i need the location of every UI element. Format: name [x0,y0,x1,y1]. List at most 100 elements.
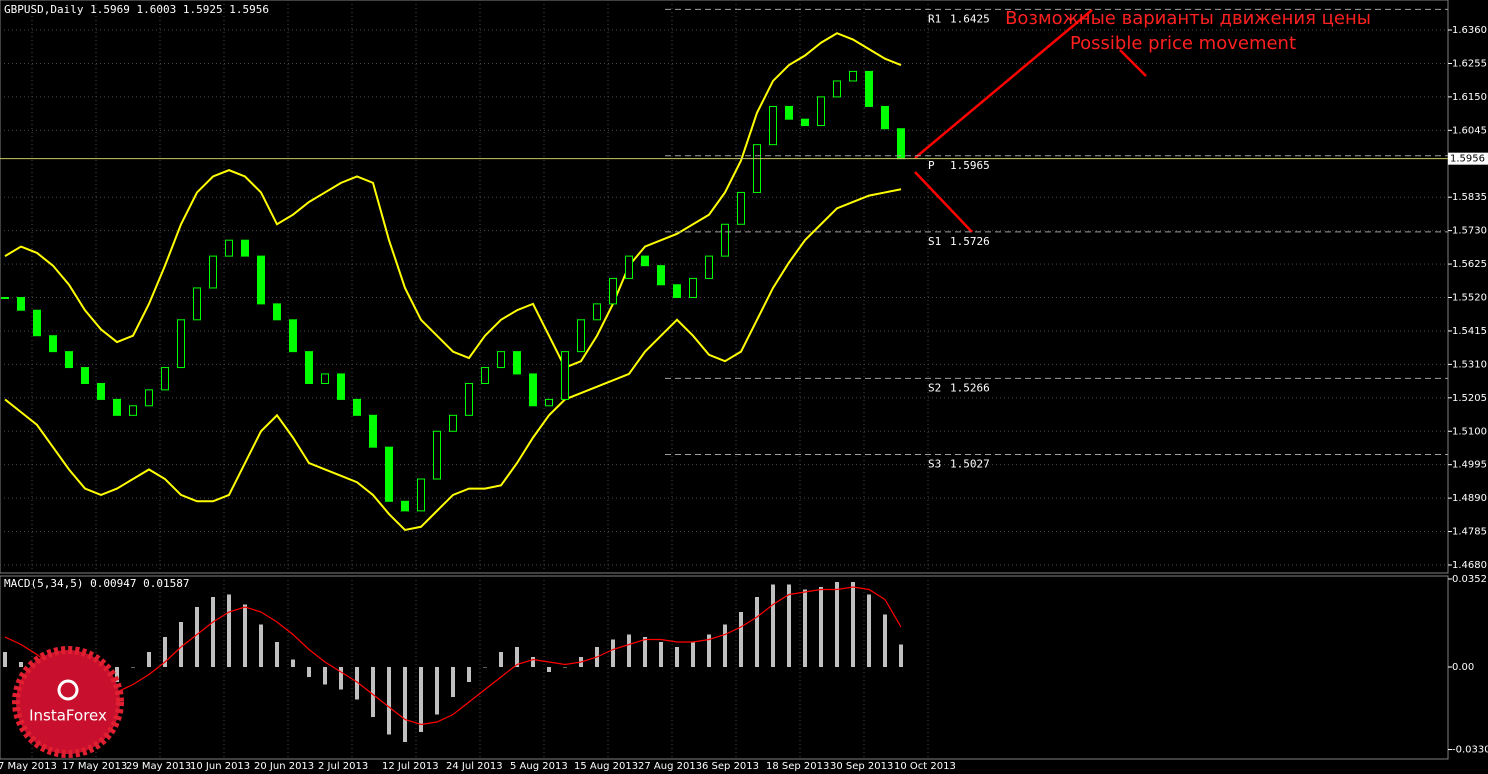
candle-body [481,367,489,384]
macd-bar [899,644,903,667]
y-tick-label: 1.5205 [1452,393,1487,404]
candle-body [273,303,281,321]
y-tick-label: -0.03301 [1452,745,1488,756]
logo-text: InstaForex [29,707,107,725]
macd-bar [19,662,23,667]
y-tick-label: 1.5520 [1452,293,1487,304]
candle-body [609,277,617,305]
pivot-name: R1 [928,12,941,25]
pivot-value: 1.6425 [950,12,990,25]
x-tick-label: 12 Jul 2013 [382,761,439,772]
macd-bar [147,652,151,667]
annotation-ru: Возможные варианты движения цены [1005,8,1371,29]
macd-bar [563,667,567,668]
candle-body [833,80,841,98]
macd-bar [499,652,503,667]
x-tick-label: 29 May 2013 [126,761,191,772]
y-tick-label: 1.6150 [1452,92,1487,103]
macd-bar [707,634,711,667]
candle-body [353,398,361,416]
y-tick-label: 1.5625 [1452,259,1487,270]
candle-body [881,105,889,130]
x-tick-label: 24 Jul 2013 [446,761,503,772]
pivot-value: 1.5965 [950,159,990,172]
pivot-name: S1 [928,235,941,248]
candle-body [113,398,121,416]
macd-bar [611,639,615,667]
macd-bar [515,647,519,667]
open: 1.5969 [90,3,130,16]
macd-bar [755,597,759,667]
x-tick-label: 6 Sep 2013 [702,761,759,772]
x-tick-label: 10 Oct 2013 [894,761,956,772]
y-tick-label: 1.5310 [1452,359,1487,370]
candle-body [529,373,537,407]
candle-body [849,70,857,82]
band-lower [4,188,902,532]
macd-bar [115,667,119,682]
macd-bar [627,634,631,667]
candle-body [321,373,329,384]
candle-body [737,191,745,225]
macd-header: MACD(5,34,5) 0.00947 0.01587 [4,577,189,590]
candle-body [385,446,393,502]
macd-bar [851,582,855,667]
macd-bar [723,624,727,667]
x-tick-label: 15 Aug 2013 [574,761,638,772]
main-pane [0,0,1449,574]
macd-bar [195,607,199,667]
candle-body [81,367,89,384]
macd-bar [211,597,215,667]
x-tick-label: 10 Jun 2013 [190,761,250,772]
macd-bar [323,667,327,685]
price-box [1448,152,1488,165]
macd-bar [835,582,839,667]
current-price-label: 1.5956 [1450,154,1485,165]
macd-bar [131,667,135,668]
y-tick-label: 1.5100 [1452,426,1487,437]
y-tick-label: 1.6360 [1452,25,1487,36]
annotation-en: Possible price movement [1070,33,1296,54]
signal-value: 0.01587 [143,577,189,590]
logo-badge [12,646,124,758]
y-tick-label: 1.5835 [1452,192,1487,203]
y-tick-label: 1.6045 [1452,125,1487,136]
pointer [1119,49,1147,77]
candle-body [161,367,169,391]
macd-bar [371,667,375,717]
macd-bar [179,622,183,667]
macd-bar [419,667,423,732]
macd-bar [355,667,359,700]
x-tick-label: 20 Jun 2013 [254,761,314,772]
candle-body [545,398,553,407]
x-tick-label: 7 May 2013 [0,761,57,772]
pivot-value: 1.5726 [950,235,990,248]
candle-body [129,405,137,416]
macd-bar [339,667,343,690]
macd-bar [291,659,295,667]
candle-body [897,128,905,160]
pivot-value: 1.5266 [950,381,990,394]
pivot-value: 1.5027 [950,457,990,470]
candle-body [49,335,57,353]
arrow-up [914,9,1093,159]
candle-body [625,255,633,279]
y-tick-label: 0.00 [1452,662,1474,673]
candle-body [817,96,825,127]
candle-body [577,319,585,353]
macd-bar [451,667,455,697]
macd-bar [787,584,791,667]
macd-bar [3,652,7,667]
y-tick-label: 1.4785 [1452,527,1487,538]
macd-title: MACD(5,34,5) [4,577,83,590]
candle-body [497,351,505,369]
pivot-name: S3 [928,457,941,470]
candle-body [193,287,201,321]
symbol: GBPUSD,Daily [4,3,84,16]
candle-body [465,382,473,416]
candle-body [177,319,185,369]
candle-body [721,223,729,257]
candle-body [65,351,73,369]
macd-bar [163,637,167,667]
low: 1.5925 [183,3,223,16]
